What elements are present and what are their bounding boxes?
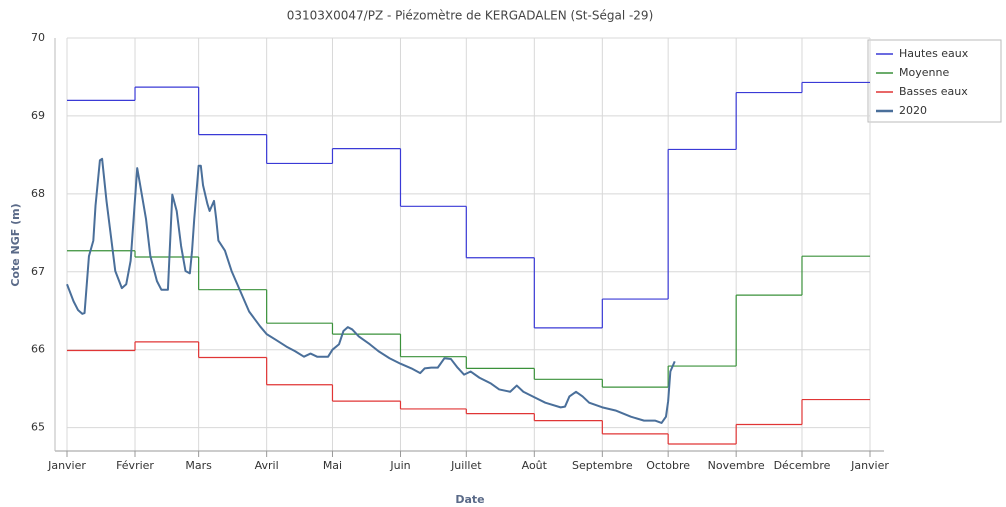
legend-label[interactable]: 2020	[899, 104, 927, 117]
series-line	[66, 157, 676, 424]
x-tick-label: Mars	[185, 459, 212, 472]
x-tick-label: Mai	[323, 459, 342, 472]
x-axis-label: Date	[455, 493, 484, 506]
y-tick-label: 69	[31, 109, 45, 122]
y-axis-label: Cote NGF (m)	[9, 203, 22, 286]
chart-title: 03103X0047/PZ - Piézomètre de KERGADALEN…	[287, 9, 654, 23]
legend-label[interactable]: Moyenne	[899, 66, 949, 79]
x-tick-label: Juillet	[450, 459, 482, 472]
x-tick-label: Septembre	[572, 459, 633, 472]
legend-label[interactable]: Basses eaux	[899, 85, 968, 98]
x-tick-label: Octobre	[646, 459, 690, 472]
x-tick-label: Juin	[389, 459, 410, 472]
x-tick-label: Août	[522, 459, 548, 472]
x-tick-label: Décembre	[774, 459, 831, 472]
x-tick-label: Novembre	[708, 459, 765, 472]
x-tick-label: Avril	[255, 459, 279, 472]
x-tick-label: Janvier	[47, 459, 86, 472]
y-tick-label: 66	[31, 343, 45, 356]
legend-label[interactable]: Hautes eaux	[899, 47, 969, 60]
y-tick-label: 67	[31, 265, 45, 278]
y-tick-label: 65	[31, 421, 45, 434]
y-tick-label: 68	[31, 187, 45, 200]
x-tick-label: Février	[116, 459, 154, 472]
x-tick-label: Janvier	[850, 459, 889, 472]
y-tick-label: 70	[31, 31, 45, 44]
